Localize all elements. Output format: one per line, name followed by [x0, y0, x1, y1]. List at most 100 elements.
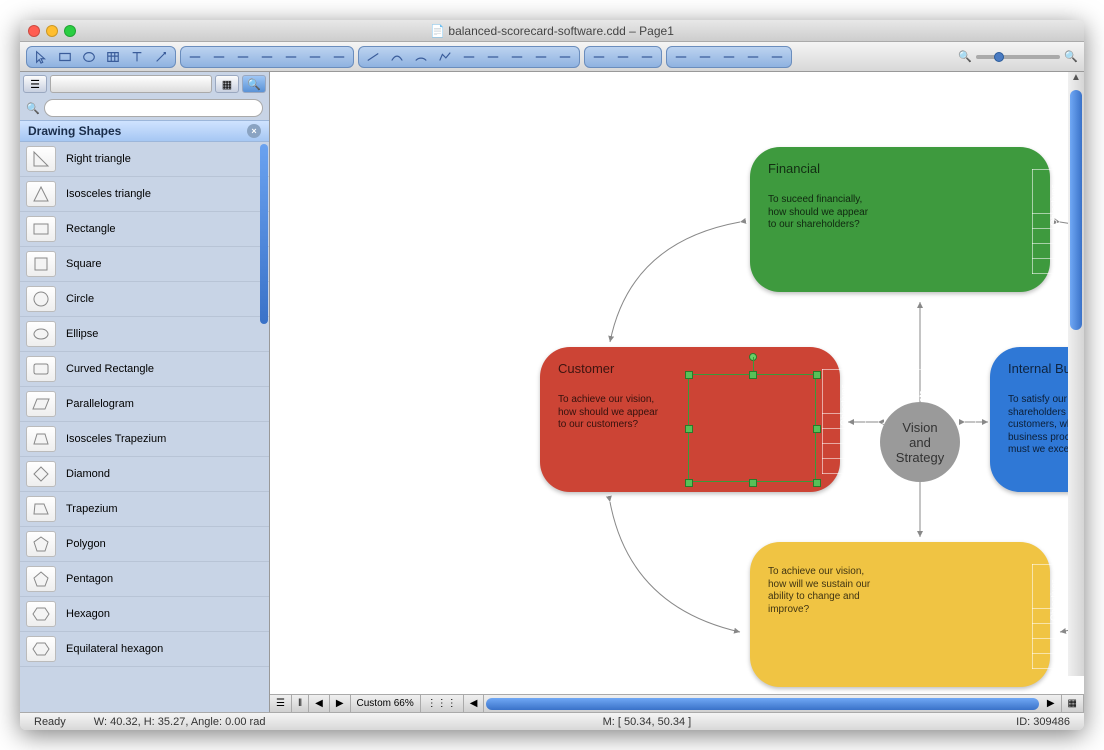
- selection-handle[interactable]: [685, 479, 693, 487]
- shape-item-diamond[interactable]: Diamond: [20, 457, 269, 492]
- shape-item-right-triangle[interactable]: Right triangle: [20, 142, 269, 177]
- selection-handle[interactable]: [813, 425, 821, 433]
- zoom-button[interactable]: [64, 25, 76, 37]
- tool-pen2[interactable]: [482, 48, 504, 66]
- shape-item-trapezium[interactable]: Trapezium: [20, 492, 269, 527]
- vertical-scroll-thumb[interactable]: [1070, 90, 1082, 330]
- zoom-label[interactable]: Custom 66%: [351, 695, 421, 712]
- zoom-track[interactable]: [976, 55, 1061, 59]
- selection-handle[interactable]: [685, 425, 693, 433]
- horizontal-scroll-thumb[interactable]: [486, 698, 1038, 710]
- shape-item-polygon[interactable]: Polygon: [20, 527, 269, 562]
- scroll-left-button[interactable]: ◀: [464, 695, 485, 712]
- selection-handle[interactable]: [749, 479, 757, 487]
- shape-item-rectangle[interactable]: Rectangle: [20, 212, 269, 247]
- search-icon: 🔍: [247, 78, 261, 91]
- tool-ellipse[interactable]: [78, 48, 100, 66]
- tool-pen1[interactable]: [458, 48, 480, 66]
- vertical-scrollbar[interactable]: ▲: [1068, 72, 1084, 676]
- diagram-box-learning[interactable]: To achieve our vision, how will we susta…: [750, 542, 1050, 687]
- tool-pointer[interactable]: [30, 48, 52, 66]
- shape-item-isosceles-trapezium[interactable]: Isosceles Trapezium: [20, 422, 269, 457]
- shape-list[interactable]: Right triangleIsosceles triangleRectangl…: [20, 142, 269, 712]
- close-button[interactable]: [28, 25, 40, 37]
- library-tree-button[interactable]: ☰: [23, 75, 47, 93]
- minimize-button[interactable]: [46, 25, 58, 37]
- zoom-out-icon[interactable]: 🔍: [958, 50, 972, 63]
- sidebar-section-header[interactable]: Drawing Shapes ×: [20, 120, 269, 142]
- section-close-icon[interactable]: ×: [247, 124, 261, 138]
- bottombar-btn-1[interactable]: ☰: [270, 695, 292, 712]
- shape-item-hexagon[interactable]: Hexagon: [20, 597, 269, 632]
- box-desc: To suceed financially, how should we app…: [768, 194, 873, 232]
- bottombar-corner[interactable]: ▦: [1062, 695, 1084, 712]
- shape-item-equilateral-hexagon[interactable]: Equilateral hexagon: [20, 632, 269, 667]
- toolbar-group-1: [180, 46, 354, 68]
- shape-icon: [26, 461, 56, 487]
- traffic-lights: [20, 25, 76, 37]
- sidebar-section-title: Drawing Shapes: [28, 124, 121, 138]
- zoom-in-icon[interactable]: 🔍: [1064, 50, 1078, 63]
- diagram-box-financial[interactable]: FinancialTo suceed financially, how shou…: [750, 147, 1050, 292]
- tool-pen3[interactable]: [506, 48, 528, 66]
- sidebar-search-row: 🔍: [20, 96, 269, 120]
- tool-conn7[interactable]: [328, 48, 350, 66]
- selection-handle[interactable]: [813, 479, 821, 487]
- canvas-area: FinancialTo suceed financially, how shou…: [270, 72, 1084, 712]
- tool-crop[interactable]: [742, 48, 764, 66]
- shape-item-isosceles-triangle[interactable]: Isosceles triangle: [20, 177, 269, 212]
- zoom-slider[interactable]: 🔍 🔍: [958, 50, 1078, 63]
- shape-icon: [26, 216, 56, 242]
- shape-item-ellipse[interactable]: Ellipse: [20, 317, 269, 352]
- shape-item-pentagon[interactable]: Pentagon: [20, 562, 269, 597]
- tool-text[interactable]: [126, 48, 148, 66]
- selection-handle[interactable]: [685, 371, 693, 379]
- scroll-up-icon[interactable]: ▲: [1069, 72, 1083, 86]
- shape-icon: [26, 566, 56, 592]
- tool-arc[interactable]: [410, 48, 432, 66]
- tool-curve[interactable]: [386, 48, 408, 66]
- drawing-canvas[interactable]: FinancialTo suceed financially, how shou…: [270, 72, 1084, 694]
- shape-item-circle[interactable]: Circle: [20, 282, 269, 317]
- library-search-button[interactable]: 🔍: [242, 75, 266, 93]
- selection-handle[interactable]: [749, 371, 757, 379]
- page-prev-button[interactable]: ◀: [309, 695, 330, 712]
- tool-conn1[interactable]: [184, 48, 206, 66]
- tool-conn5[interactable]: [280, 48, 302, 66]
- shape-item-square[interactable]: Square: [20, 247, 269, 282]
- shape-icon: [26, 321, 56, 347]
- shape-label: Parallelogram: [66, 398, 134, 410]
- tool-refresh[interactable]: [670, 48, 692, 66]
- tool-table[interactable]: [102, 48, 124, 66]
- shape-item-parallelogram[interactable]: Parallelogram: [20, 387, 269, 422]
- tool-align[interactable]: [636, 48, 658, 66]
- tool-group[interactable]: [588, 48, 610, 66]
- status-mouse: M: [ 50.34, 50.34 ]: [360, 716, 934, 728]
- scroll-right-button[interactable]: ▶: [1041, 695, 1062, 712]
- tool-conn4[interactable]: [256, 48, 278, 66]
- zoom-thumb[interactable]: [994, 52, 1004, 62]
- center-vision-circle[interactable]: Vision and Strategy: [880, 402, 960, 482]
- tool-zoom[interactable]: [694, 48, 716, 66]
- tool-ungroup[interactable]: [612, 48, 634, 66]
- tool-hand[interactable]: [718, 48, 740, 66]
- tool-rect[interactable]: [54, 48, 76, 66]
- selection-box[interactable]: [688, 374, 816, 482]
- tool-conn2[interactable]: [208, 48, 230, 66]
- shape-item-curved-rectangle[interactable]: Curved Rectangle: [20, 352, 269, 387]
- page-next-button[interactable]: ▶: [330, 695, 351, 712]
- selection-handle[interactable]: [813, 371, 821, 379]
- library-grid-button[interactable]: ▦: [215, 75, 239, 93]
- bottombar-grip[interactable]: ⋮⋮⋮: [421, 695, 464, 712]
- tool-poly[interactable]: [434, 48, 456, 66]
- shape-search-input[interactable]: [44, 99, 263, 117]
- tool-paint[interactable]: [766, 48, 788, 66]
- bottombar-btn-2[interactable]: ‖: [292, 695, 309, 712]
- tool-magic[interactable]: [150, 48, 172, 66]
- tool-pen5[interactable]: [554, 48, 576, 66]
- tool-line[interactable]: [362, 48, 384, 66]
- tool-pen4[interactable]: [530, 48, 552, 66]
- tool-conn3[interactable]: [232, 48, 254, 66]
- tool-conn6[interactable]: [304, 48, 326, 66]
- library-selector[interactable]: [50, 75, 212, 93]
